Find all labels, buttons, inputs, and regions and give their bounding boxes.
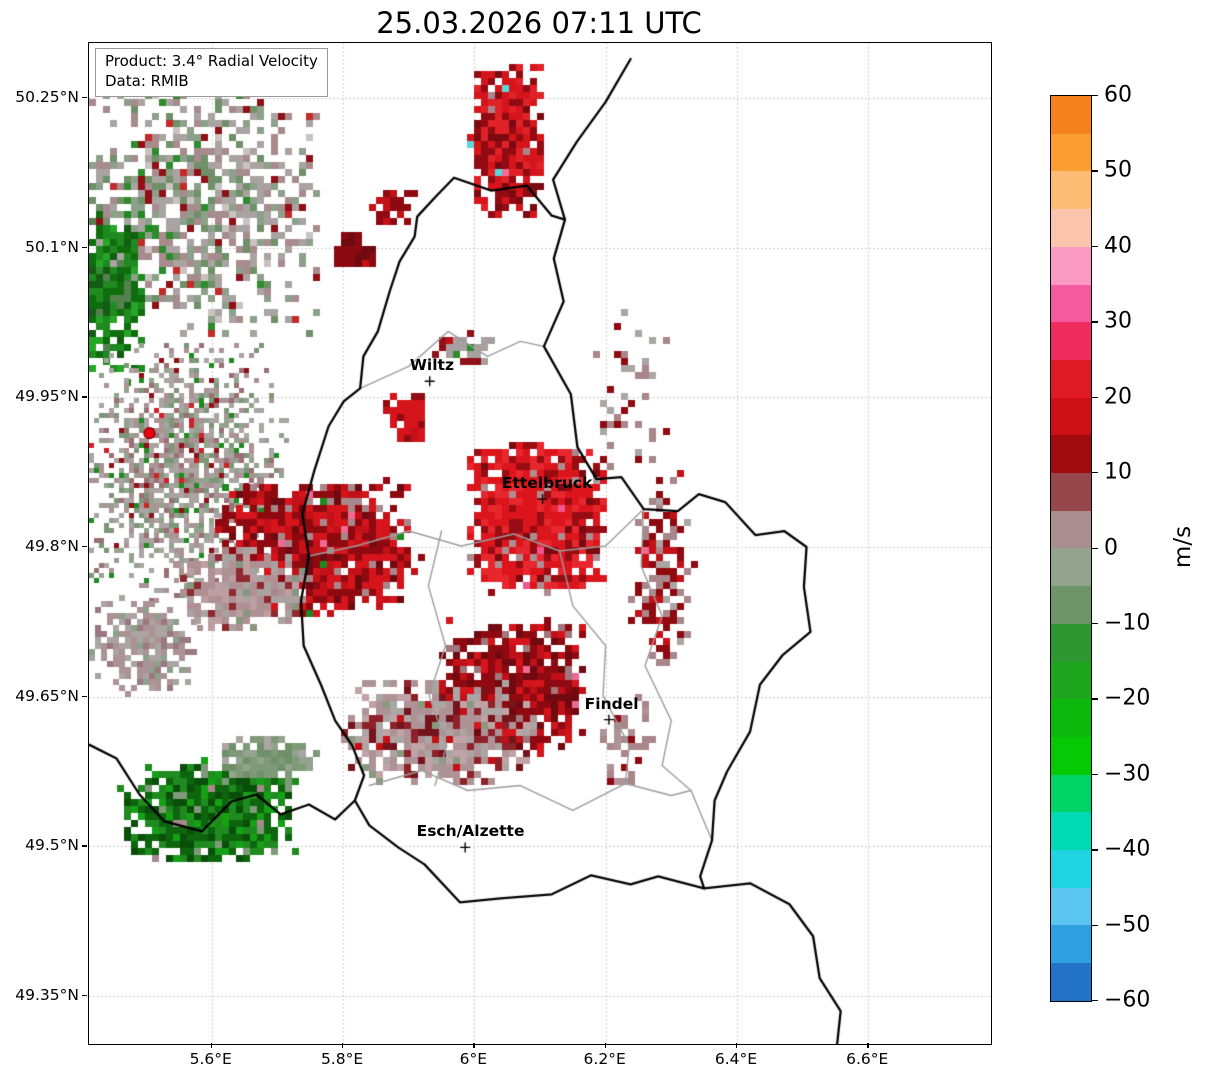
colorbar-segment xyxy=(1051,623,1091,662)
colorbar-tick-label: −10 xyxy=(1104,610,1151,636)
y-tick-mark xyxy=(82,845,87,847)
x-tick-label: 6.6°E xyxy=(846,1050,889,1068)
y-tick-label: 49.95°N xyxy=(15,387,79,406)
y-tick-label: 50.25°N xyxy=(15,87,79,106)
colorbar-segment xyxy=(1051,359,1091,398)
y-tick-mark xyxy=(82,96,87,99)
colorbar-segment xyxy=(1051,850,1091,888)
colorbar-tick-mark xyxy=(1091,547,1098,549)
y-tick-label: 50.1°N xyxy=(25,237,79,256)
colorbar-tick-label: 10 xyxy=(1104,459,1132,485)
colorbar-tick-mark xyxy=(1091,170,1098,172)
colorbar-segment xyxy=(1051,812,1091,851)
colorbar-tick-mark xyxy=(1091,622,1098,625)
colorbar-segment xyxy=(1051,510,1091,549)
colorbar-tick-label: −60 xyxy=(1104,987,1151,1013)
colorbar-tick-label: −20 xyxy=(1104,685,1151,711)
colorbar-tick-mark xyxy=(1091,924,1098,926)
colorbar-tick-label: 20 xyxy=(1104,384,1132,410)
radar-velocity-canvas xyxy=(89,43,991,1044)
x-tick-label: 5.8°E xyxy=(320,1050,364,1068)
colorbar-tick-label: −50 xyxy=(1104,912,1151,938)
city-label-ettelbruck: Ettelbruck xyxy=(501,474,593,493)
y-tick-label: 49.35°N xyxy=(15,986,79,1005)
colorbar-segment xyxy=(1051,736,1091,775)
colorbar-tick-mark xyxy=(1091,1000,1098,1002)
map-plot-area: Product: 3.4° Radial Velocity Data: RMIB… xyxy=(88,42,992,1045)
colorbar-segment xyxy=(1051,435,1091,474)
y-tick-mark xyxy=(82,695,87,698)
colorbar-segment xyxy=(1051,133,1091,172)
y-tick-label: 49.65°N xyxy=(15,686,79,705)
colorbar-tick-mark xyxy=(1091,245,1098,248)
colorbar-tick-mark xyxy=(1091,773,1098,776)
city-label-esch-alzette: Esch/Alzette xyxy=(416,822,525,841)
colorbar-segment xyxy=(1051,397,1091,436)
colorbar-segment xyxy=(1051,246,1091,285)
colorbar-segment xyxy=(1051,548,1091,587)
colorbar-segment xyxy=(1051,887,1091,926)
colorbar-tick-label: 60 xyxy=(1104,82,1132,108)
y-tick-mark xyxy=(82,545,87,548)
colorbar-tick-label: 40 xyxy=(1104,233,1132,259)
x-tick-label: 6°E xyxy=(459,1050,488,1068)
product-label: Product: 3.4° Radial Velocity xyxy=(105,52,318,70)
x-tick-mark xyxy=(342,1043,344,1048)
colorbar-tick-mark xyxy=(1091,396,1098,399)
x-tick-label: 5.6°E xyxy=(189,1050,232,1068)
colorbar-segment xyxy=(1051,586,1091,624)
colorbar-segment xyxy=(1051,774,1091,813)
x-tick-label: 6.2°E xyxy=(583,1050,626,1068)
colorbar-segment xyxy=(1051,699,1091,737)
y-tick-mark xyxy=(82,396,87,398)
colorbar-tick-label: 0 xyxy=(1104,535,1118,560)
city-label-findel: Findel xyxy=(584,694,639,713)
product-info-box: Product: 3.4° Radial Velocity Data: RMIB xyxy=(95,48,328,97)
colorbar-tick-label: 30 xyxy=(1104,308,1132,334)
colorbar xyxy=(1050,95,1092,1002)
colorbar-segment xyxy=(1051,322,1091,360)
y-tick-label: 49.5°N xyxy=(25,836,79,855)
x-tick-mark xyxy=(473,1043,475,1048)
x-tick-mark xyxy=(604,1043,607,1048)
x-tick-mark xyxy=(735,1043,738,1048)
city-label-wiltz: Wiltz xyxy=(409,356,454,375)
x-tick-mark xyxy=(867,1043,869,1048)
colorbar-segment xyxy=(1051,171,1091,210)
colorbar-segment xyxy=(1051,284,1091,323)
colorbar-segment xyxy=(1051,925,1091,964)
colorbar-tick-mark xyxy=(1091,321,1098,323)
figure-title: 25.03.2026 07:11 UTC xyxy=(376,6,702,40)
y-tick-mark xyxy=(82,995,87,997)
colorbar-segment xyxy=(1051,209,1091,247)
colorbar-tick-label: 50 xyxy=(1104,157,1132,183)
colorbar-tick-label: −40 xyxy=(1104,836,1151,862)
colorbar-segment xyxy=(1051,963,1091,1001)
y-tick-label: 49.8°N xyxy=(25,536,79,555)
y-tick-mark xyxy=(82,246,87,248)
colorbar-tick-mark xyxy=(1091,698,1098,700)
colorbar-tick-mark xyxy=(1091,849,1098,851)
colorbar-tick-mark xyxy=(1091,95,1098,97)
colorbar-unit-label: m/s xyxy=(1170,525,1196,569)
colorbar-segment xyxy=(1051,96,1091,134)
colorbar-segment xyxy=(1051,473,1091,511)
data-source-label: Data: RMIB xyxy=(105,71,189,90)
colorbar-segment xyxy=(1051,661,1091,700)
x-tick-label: 6.4°E xyxy=(714,1050,758,1068)
colorbar-tick-label: −30 xyxy=(1104,761,1151,787)
colorbar-tick-mark xyxy=(1091,472,1098,474)
x-tick-mark xyxy=(210,1043,213,1048)
